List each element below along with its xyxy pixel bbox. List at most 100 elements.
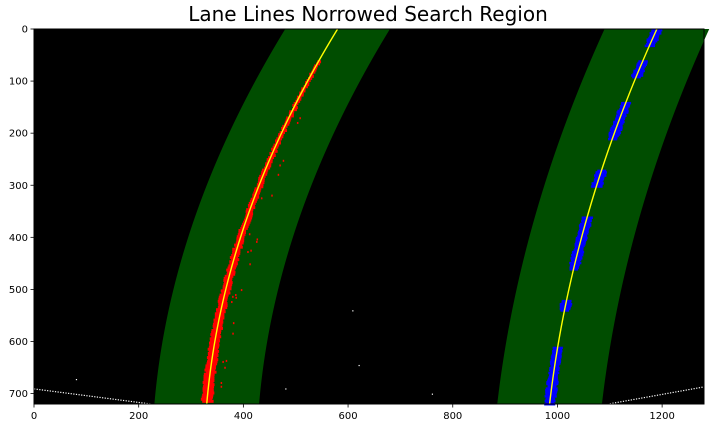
noise-pixel [60, 391, 62, 393]
noise-pixel [643, 396, 646, 399]
noise-pixel [88, 395, 91, 397]
lane-pixel [279, 164, 281, 167]
noise-pixel [128, 400, 130, 402]
lane-pixel [223, 281, 233, 285]
noise-pixel [638, 397, 640, 400]
plot-area [33, 28, 710, 406]
noise-pixel [44, 389, 46, 391]
lane-pixel [293, 106, 298, 110]
lane-pixel [232, 295, 234, 298]
search-region [497, 29, 710, 404]
lane-pixel [207, 347, 218, 351]
noise-pixel [141, 402, 143, 404]
lane-pixel [284, 120, 291, 124]
noise-pixel [54, 391, 57, 393]
noise-pixel [94, 396, 96, 398]
y-tick-label: 300 [9, 181, 28, 192]
lane-pixel [271, 149, 278, 153]
lane-pixel [231, 301, 233, 304]
noise-pixel [154, 403, 156, 406]
x-tick-label: 800 [443, 411, 462, 422]
lane-pixel [266, 160, 273, 164]
noise-pixel [625, 400, 627, 402]
noise-pixel [86, 395, 88, 397]
noise-pixel [651, 395, 653, 397]
noise-pixel [75, 379, 78, 381]
noise-pixel [669, 392, 672, 394]
noise-pixel [83, 394, 85, 397]
lane-pixel [240, 289, 243, 292]
lane-pixel [248, 233, 251, 236]
noise-pixel [99, 396, 101, 399]
lane-pixel [210, 333, 221, 337]
x-tick-label: 1200 [649, 411, 674, 422]
noise-pixel [628, 399, 630, 401]
noise-pixel [70, 393, 72, 395]
lane-pixel [236, 239, 245, 243]
y-tick-label: 500 [9, 285, 28, 296]
lane-pixel [299, 93, 304, 97]
x-axis: 0 200 400 600 800 1000 1200 [31, 404, 675, 422]
lane-pixel [232, 322, 235, 325]
lane-pixel [232, 332, 234, 335]
lane-pixel [218, 304, 228, 307]
noise-pixel [617, 401, 619, 403]
y-tick-label: 600 [9, 337, 28, 348]
noise-pixel [285, 388, 287, 390]
lane-pixel [263, 166, 271, 170]
noise-pixel [41, 389, 44, 391]
noise-pixel [109, 398, 112, 400]
noise-pixel [115, 398, 117, 401]
lane-pixel [296, 97, 302, 101]
chart-title: Lane Lines Norrowed Search Region [188, 2, 548, 26]
noise-pixel [122, 399, 125, 402]
lane-pixel [235, 241, 244, 245]
lane-pixel [202, 399, 214, 403]
x-tick-label: 0 [31, 411, 37, 422]
noise-pixel [136, 401, 138, 403]
noise-pixel [696, 387, 698, 389]
noise-pixel [78, 394, 80, 396]
noise-pixel [52, 390, 54, 392]
fit-line [548, 28, 658, 405]
search-regions [154, 29, 710, 404]
noise-pixel [34, 388, 36, 390]
lane-pixel [248, 206, 256, 210]
lane-pixel [203, 391, 215, 395]
lane-pixel [303, 85, 308, 89]
noise-pixel [36, 388, 38, 390]
lane-pixel [256, 183, 264, 187]
noise-pixel [656, 394, 659, 396]
noise-pixel [654, 395, 656, 397]
lane-pixel [205, 370, 217, 374]
lane-pixel [231, 258, 240, 262]
lane-pixel [307, 76, 313, 80]
noise-pixel [102, 397, 104, 399]
noise-pixel [688, 389, 690, 391]
x-tick-label: 1000 [545, 411, 570, 422]
noise-pixel [675, 391, 677, 393]
noise-pixel [352, 310, 354, 312]
noise-pixel [680, 390, 682, 392]
lane-pixel [316, 62, 321, 66]
noise-pixel [615, 402, 617, 404]
noise-pixel [646, 396, 648, 398]
noise-pixel [130, 400, 133, 403]
noise-pixel [125, 400, 127, 402]
y-axis: 0 100 200 300 400 500 600 700 [9, 25, 34, 400]
lane-pixel [277, 173, 280, 176]
lane-pixel [208, 349, 220, 353]
noise-pixel [143, 402, 146, 404]
lane-pixel [311, 70, 316, 74]
lane-pixel [226, 270, 236, 274]
noise-pixel [667, 392, 669, 394]
lane-pixel [252, 195, 260, 199]
noise-pixel [431, 393, 434, 395]
lane-pixel [309, 74, 314, 78]
noise-pixel [685, 389, 687, 391]
noise-pixels [34, 310, 706, 406]
noise-pixel [358, 364, 360, 367]
noise-pixel [649, 396, 651, 398]
lane-pixel [260, 197, 263, 200]
